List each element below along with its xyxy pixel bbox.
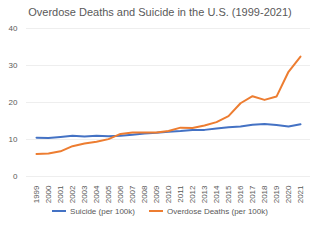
svg-text:2016: 2016 xyxy=(236,185,245,203)
svg-text:0: 0 xyxy=(13,172,18,181)
svg-text:2002: 2002 xyxy=(68,185,77,203)
svg-text:2004: 2004 xyxy=(92,185,101,203)
svg-text:2010: 2010 xyxy=(164,185,173,203)
svg-text:40: 40 xyxy=(9,24,18,33)
svg-text:2020: 2020 xyxy=(284,185,293,203)
svg-text:2021: 2021 xyxy=(296,185,305,203)
svg-text:2019: 2019 xyxy=(272,185,281,203)
svg-text:2014: 2014 xyxy=(212,185,221,203)
svg-text:2012: 2012 xyxy=(188,185,197,203)
html-text:Overdose Deaths (per 100k): Overdose Deaths (per 100k) xyxy=(167,206,268,216)
svg-text:2009: 2009 xyxy=(152,185,161,203)
svg-text:2001: 2001 xyxy=(56,185,65,203)
svg-text:2011: 2011 xyxy=(176,185,185,203)
svg-text:2018: 2018 xyxy=(260,185,269,203)
svg-text:2003: 2003 xyxy=(80,185,89,203)
svg-text:2008: 2008 xyxy=(140,185,149,203)
svg-text:10: 10 xyxy=(9,135,18,144)
svg-text:2006: 2006 xyxy=(116,185,125,203)
svg-text:2000: 2000 xyxy=(44,185,53,203)
html-text:Suicide (per 100k): Suicide (per 100k) xyxy=(70,206,135,216)
svg-text:2013: 2013 xyxy=(200,185,209,203)
html-text:Overdose Deaths and Suicide in: Overdose Deaths and Suicide in the U.S. … xyxy=(28,6,292,18)
svg-text:2005: 2005 xyxy=(104,185,113,203)
svg-text:2007: 2007 xyxy=(128,185,137,203)
svg-text:1999: 1999 xyxy=(32,185,41,203)
svg-text:20: 20 xyxy=(9,98,18,107)
svg-text:30: 30 xyxy=(9,61,18,70)
svg-text:2017: 2017 xyxy=(248,185,257,203)
svg-text:2015: 2015 xyxy=(224,185,233,203)
